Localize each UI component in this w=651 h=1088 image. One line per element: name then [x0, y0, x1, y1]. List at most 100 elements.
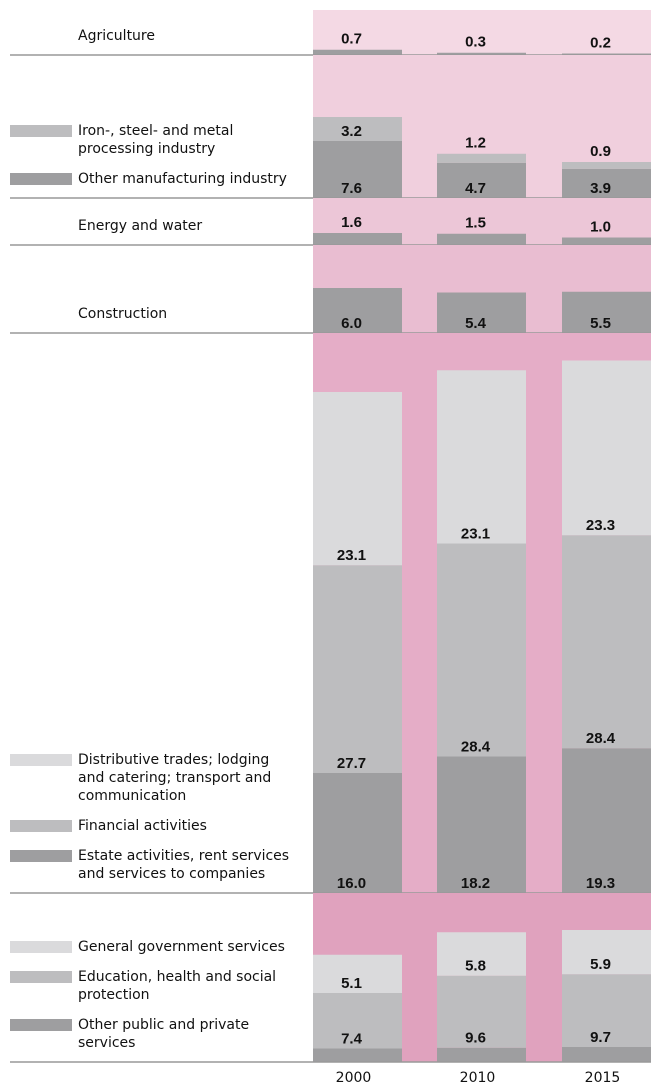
bar-segment — [562, 237, 651, 245]
legend-item: Financial activities — [10, 817, 300, 835]
value-label: 5.9 — [590, 956, 611, 973]
value-label: 6.0 — [341, 315, 362, 332]
value-label: 5.4 — [465, 315, 487, 332]
value-label: 5.8 — [465, 958, 486, 975]
legend-item: Other manufacturing industry — [10, 170, 300, 188]
legend-item: Other public and private services — [10, 1016, 300, 1052]
legend-item: Education, health and social protection — [10, 968, 300, 1004]
bar-segment — [313, 117, 402, 141]
value-label: 0.3 — [465, 34, 486, 51]
legend-label: Financial activities — [78, 818, 207, 834]
legend-swatch — [10, 173, 72, 185]
legend-label: Education, health and social protection — [78, 969, 277, 1003]
value-label: 18.2 — [461, 875, 490, 892]
bar-segment — [562, 535, 651, 749]
bar-segment — [313, 773, 402, 893]
legend: Distributive trades; lodging and caterin… — [10, 333, 300, 893]
bar-segment — [437, 932, 526, 976]
bar-segment — [313, 49, 402, 55]
value-label: 5.5 — [590, 315, 611, 332]
value-label: 3.9 — [590, 180, 611, 197]
legend-label: Construction — [78, 306, 168, 322]
x-tick-label: 2000 — [336, 1070, 372, 1086]
value-label: 16.0 — [337, 875, 366, 892]
legend: Agriculture — [10, 10, 300, 55]
value-label: 7.4 — [341, 1030, 363, 1047]
value-label: 28.4 — [461, 738, 491, 755]
legend-item: General government services — [10, 938, 300, 956]
legend: Iron-, steel- and metal processing indus… — [10, 55, 300, 198]
value-label: 23.1 — [337, 547, 366, 564]
legend-label: Other manufacturing industry — [78, 171, 287, 187]
bar-segment — [313, 954, 402, 993]
legend-swatch — [10, 820, 72, 832]
legend-label: Iron-, steel- and metal processing indus… — [78, 123, 234, 157]
value-label: 1.5 — [465, 215, 486, 232]
value-label: 0.2 — [590, 34, 611, 51]
bar-segment — [562, 930, 651, 975]
bar-segment — [437, 52, 526, 55]
value-label: 1.0 — [590, 218, 611, 235]
value-label: 23.1 — [461, 525, 490, 542]
bar-segment — [562, 1047, 651, 1062]
bar-segment — [313, 565, 402, 773]
value-label: 9.6 — [465, 1030, 486, 1047]
x-tick-label: 2015 — [585, 1070, 621, 1086]
bar-segment — [313, 392, 402, 566]
legend-swatch — [10, 1019, 72, 1031]
value-label: 4.7 — [465, 180, 486, 197]
bar-segment — [437, 292, 526, 333]
legend-label: General government services — [78, 939, 285, 955]
bar-segment — [562, 291, 651, 333]
legend-label: Estate activities, rent services and ser… — [78, 848, 290, 882]
value-label: 9.7 — [590, 1029, 611, 1046]
legend-item: Energy and water — [10, 217, 300, 235]
bar-segment — [562, 360, 651, 536]
legend: Construction — [10, 245, 300, 333]
legend-label: Other public and private services — [78, 1017, 250, 1051]
legend-item: Construction — [10, 305, 300, 323]
bar-segment — [313, 288, 402, 333]
legend: General government services Education, he… — [10, 893, 300, 1062]
legend-label: Energy and water — [78, 218, 203, 234]
bar-segment — [313, 993, 402, 1049]
legend-swatch — [10, 125, 72, 137]
value-label: 0.7 — [341, 31, 362, 48]
bar-segment — [437, 370, 526, 544]
bar-segment — [562, 974, 651, 1047]
legend-item: Agriculture — [10, 27, 300, 45]
value-label: 3.2 — [341, 123, 362, 140]
legend-label: Agriculture — [78, 28, 155, 44]
legend-item: Distributive trades; lodging and caterin… — [10, 751, 300, 805]
value-label: 27.7 — [337, 755, 366, 772]
legend-swatch — [10, 971, 72, 983]
bar-segment — [437, 1047, 526, 1062]
bar-segment — [437, 233, 526, 245]
value-label: 1.2 — [465, 135, 486, 152]
legend-item: Estate activities, rent services and ser… — [10, 847, 300, 883]
legend-swatch — [10, 941, 72, 953]
value-label: 7.6 — [341, 180, 362, 197]
bar-segment — [313, 141, 402, 198]
value-label: 1.6 — [341, 214, 362, 231]
legend-swatch — [10, 754, 72, 766]
bar-segment — [437, 153, 526, 163]
legend: Energy and water — [10, 198, 300, 245]
bar-segment — [313, 1048, 402, 1062]
bar-segment — [437, 756, 526, 893]
bar-segment — [437, 162, 526, 198]
value-label: 23.3 — [586, 517, 615, 534]
legend-label: Distributive trades; lodging and caterin… — [78, 752, 272, 804]
bar-segment — [562, 168, 651, 198]
bar-segment — [562, 748, 651, 893]
bar-segment — [313, 233, 402, 245]
bar-segment — [437, 543, 526, 757]
value-label: 28.4 — [586, 730, 616, 747]
legend-swatch — [10, 850, 72, 862]
bar-segment — [562, 162, 651, 169]
legend-item: Iron-, steel- and metal processing indus… — [10, 122, 300, 158]
bar-segment — [437, 975, 526, 1048]
x-tick-label: 2010 — [460, 1070, 496, 1086]
value-label: 5.1 — [341, 975, 362, 992]
